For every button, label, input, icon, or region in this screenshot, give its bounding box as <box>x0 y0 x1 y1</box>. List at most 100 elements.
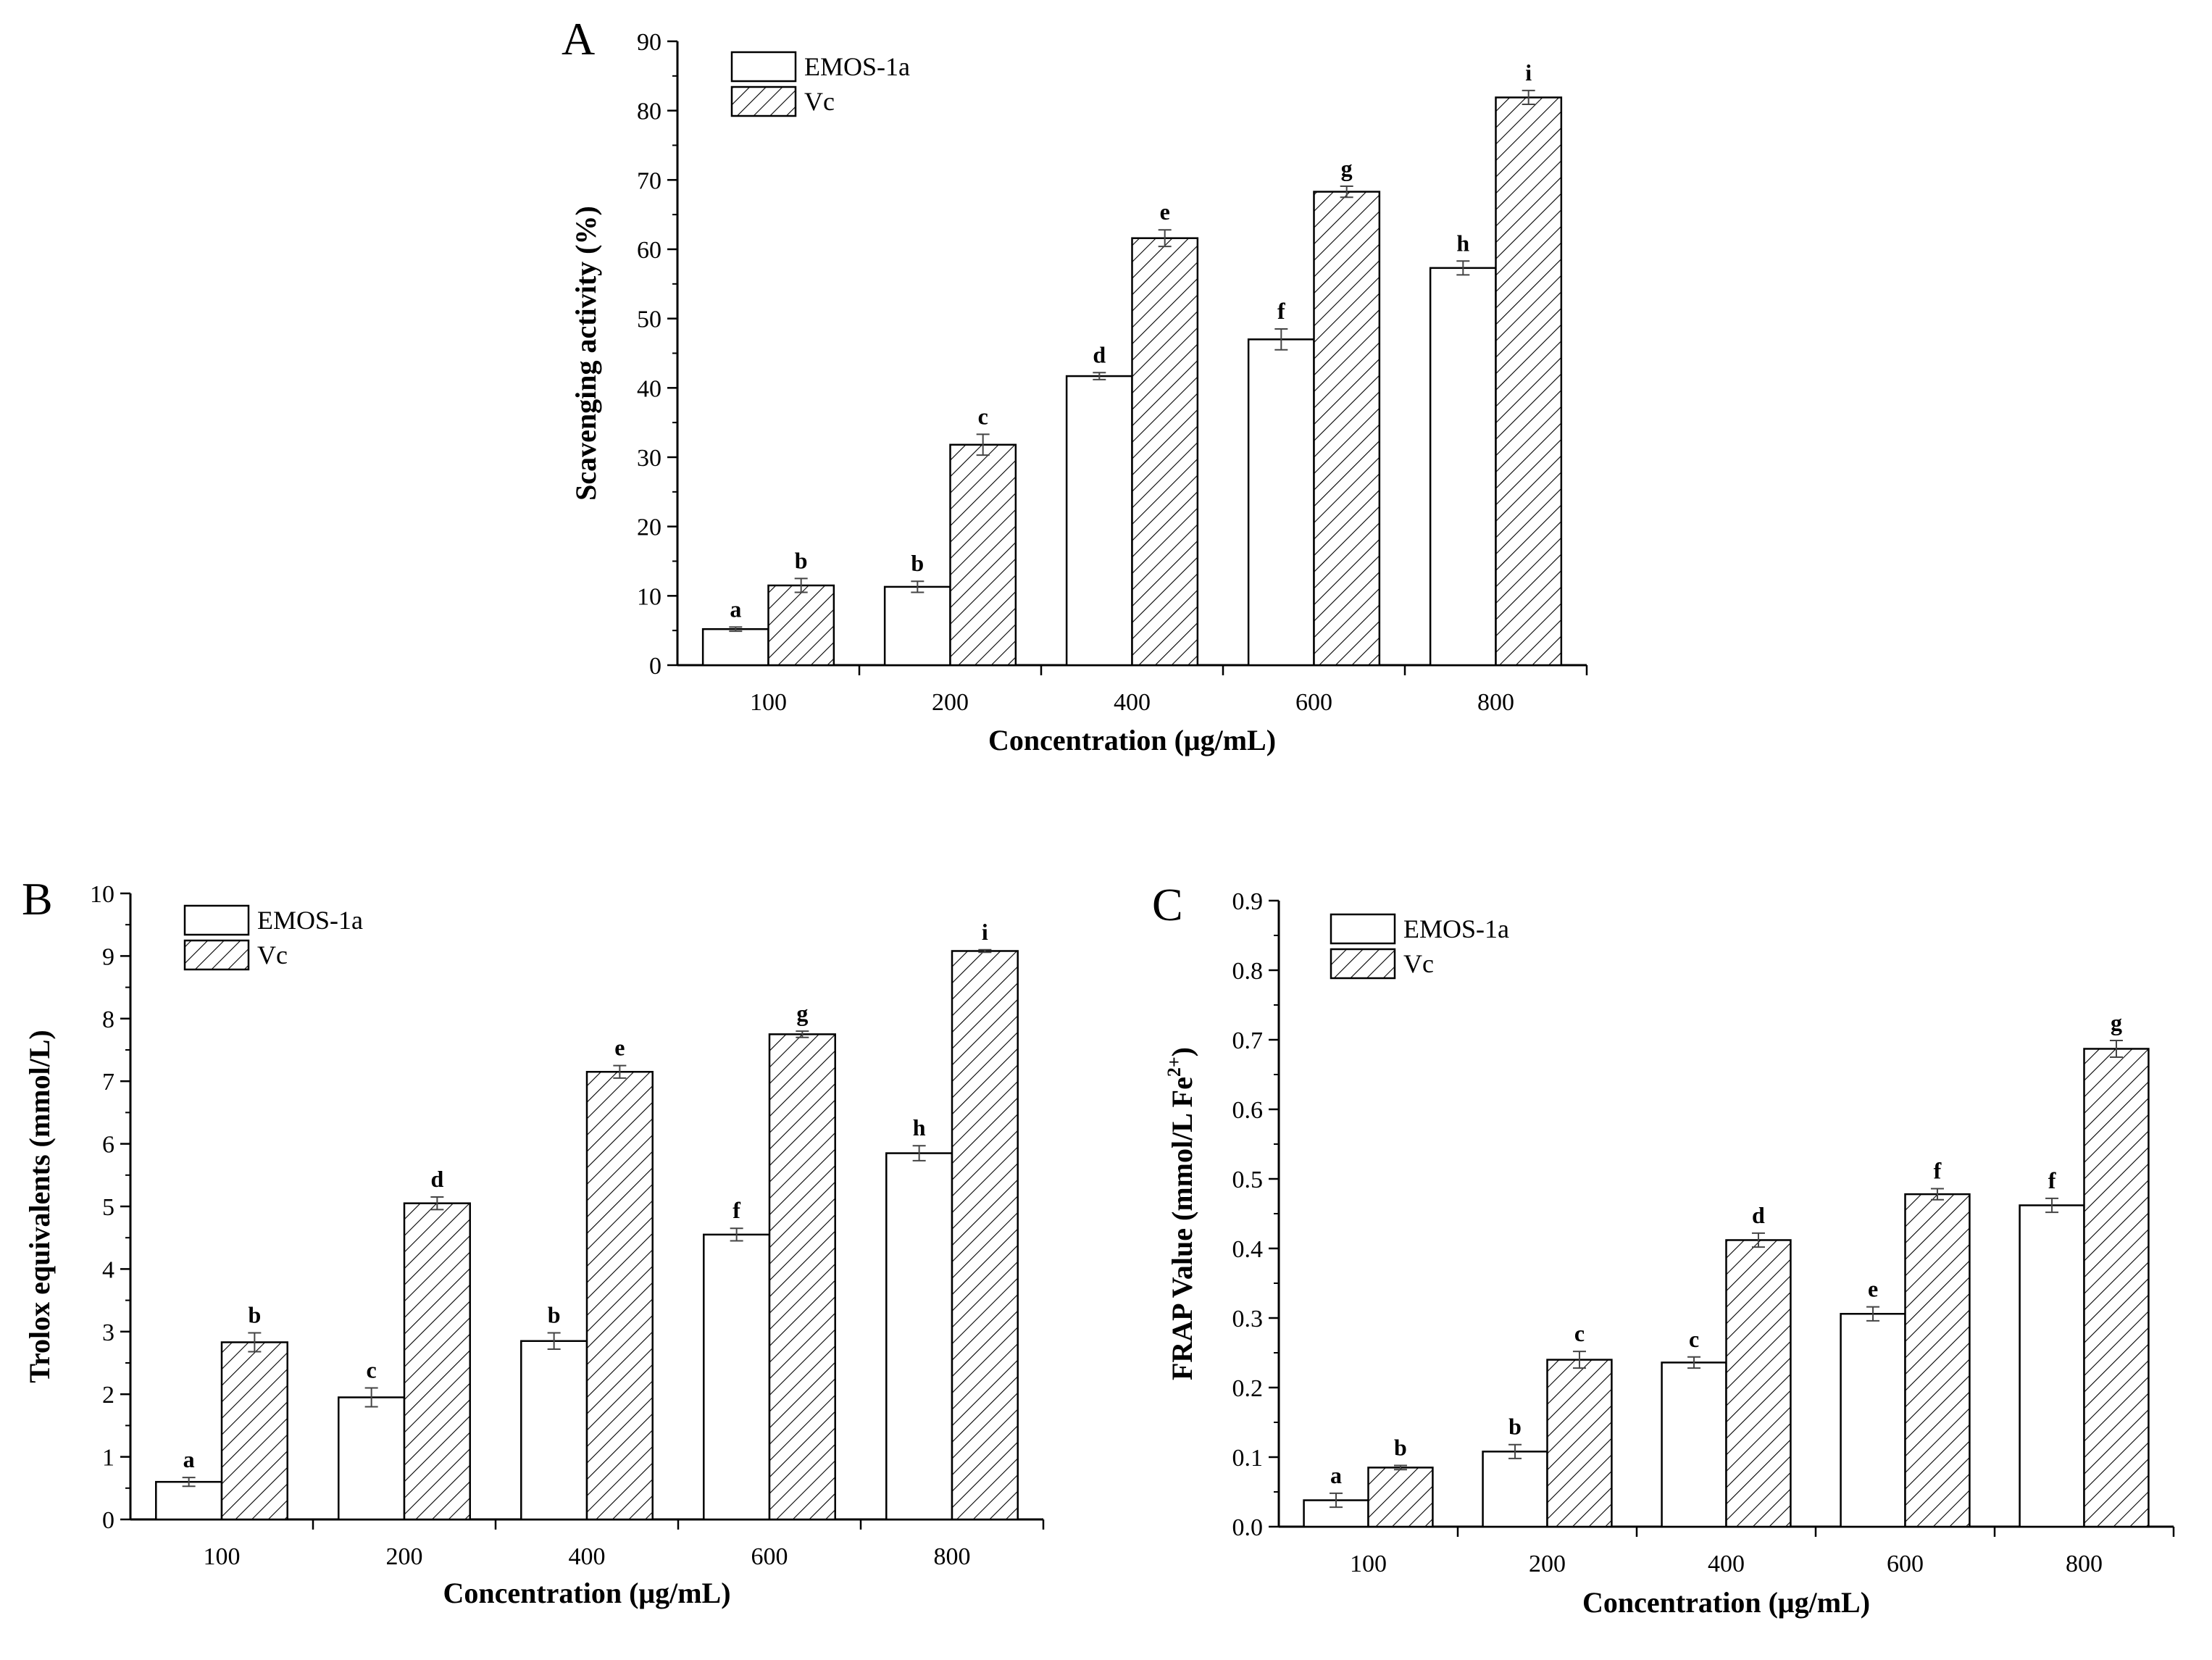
y-tick-label: 0.4 <box>1232 1236 1264 1263</box>
y-tick-label: 0.1 <box>1232 1445 1264 1472</box>
y-tick-label: 0.3 <box>1232 1306 1264 1332</box>
y-tick-label: 9 <box>102 943 114 970</box>
significance-letter: f <box>1934 1157 1942 1183</box>
significance-letter: e <box>1160 199 1170 225</box>
significance-letter: d <box>1093 341 1106 367</box>
panel-letter: A <box>562 13 595 64</box>
significance-letter: b <box>248 1302 261 1328</box>
legend-label: Vc <box>804 87 835 116</box>
significance-letter: f <box>733 1197 740 1223</box>
significance-letter: c <box>978 403 988 429</box>
legend-swatch-emos-1a <box>183 904 250 936</box>
significance-letter: a <box>730 596 741 622</box>
bar-vc <box>1904 1193 1971 1528</box>
bar-vc <box>1131 237 1199 667</box>
significance-letter: e <box>1868 1276 1878 1302</box>
legend-swatch-emos-1a <box>730 51 797 83</box>
bar-vc <box>1367 1467 1434 1528</box>
legend-label: EMOS-1a <box>1403 914 1509 943</box>
y-tick-label: 70 <box>637 167 661 194</box>
legend-label: EMOS-1a <box>804 52 910 81</box>
bar-emos-1a <box>1247 338 1315 667</box>
bar-emos-1a <box>1661 1361 1727 1528</box>
bar-vc <box>1495 96 1563 667</box>
x-tick-label: 800 <box>934 1543 971 1570</box>
y-tick-label: 7 <box>102 1069 114 1096</box>
y-tick-label: 8 <box>102 1006 114 1033</box>
bar-emos-1a <box>1429 267 1497 667</box>
y-tick-label: 90 <box>637 29 661 56</box>
x-tick-label: 100 <box>204 1543 241 1570</box>
bar-emos-1a <box>338 1396 406 1521</box>
significance-letter: d <box>430 1166 443 1192</box>
chart-panel-a: 0 10 20 30 40 50 60 70 80 90 100 a b 200 b c 400 d e 600 f g 8… <box>562 13 1588 756</box>
significance-letter: a <box>1330 1462 1342 1488</box>
significance-letter: c <box>1689 1326 1699 1352</box>
x-tick-label: 600 <box>751 1543 788 1570</box>
bar-emos-1a <box>1065 375 1133 667</box>
y-tick-label: 6 <box>102 1132 114 1159</box>
x-tick-label: 100 <box>1350 1551 1387 1577</box>
y-tick-label: 0 <box>649 653 661 680</box>
x-tick-label: 400 <box>1114 689 1151 716</box>
y-tick-label: 0.6 <box>1232 1097 1264 1124</box>
significance-letter: c <box>367 1357 377 1383</box>
legend-swatch-vc <box>1330 948 1396 980</box>
x-tick-label: 800 <box>2066 1551 2103 1577</box>
significance-letter: g <box>2111 1009 2122 1035</box>
y-tick-label: 0 <box>102 1507 114 1534</box>
significance-letter: h <box>913 1114 926 1140</box>
significance-letter: i <box>982 919 988 945</box>
y-tick-label: 20 <box>637 514 661 541</box>
significance-letter: h <box>1456 230 1469 256</box>
significance-letter: b <box>911 550 924 576</box>
y-tick-label: 0.8 <box>1232 958 1264 985</box>
y-axis-title: Trolox equivalents (mmol/L) <box>23 1030 56 1382</box>
y-tick-label: 1 <box>102 1445 114 1472</box>
chart-panel-c: 0.0 0.1 0.2 0.3 0.4 0.5 0.6 0.7 0.8 0.9 100 a b 200 b c… <box>1152 879 2175 1619</box>
bar-vc <box>1546 1359 1613 1528</box>
x-tick-label: 600 <box>1295 689 1332 716</box>
bar-vc <box>767 584 835 667</box>
bar-vc <box>220 1341 288 1521</box>
bar-emos-1a <box>883 585 951 667</box>
significance-letter: f <box>2048 1167 2056 1193</box>
bar-emos-1a <box>520 1340 588 1521</box>
bar-vc <box>585 1070 654 1521</box>
y-tick-label: 0.5 <box>1232 1167 1264 1193</box>
y-tick-label: 60 <box>637 237 661 264</box>
bar-vc <box>949 443 1017 667</box>
y-tick-label: 0.2 <box>1232 1375 1264 1402</box>
bar-emos-1a <box>1482 1451 1548 1528</box>
legend-swatch-vc <box>730 85 797 117</box>
legend-swatch-emos-1a <box>1330 913 1396 945</box>
significance-letter: g <box>1341 155 1353 181</box>
bar-emos-1a <box>701 628 769 667</box>
legend-label: EMOS-1a <box>257 906 363 935</box>
bar-emos-1a <box>155 1480 223 1521</box>
legend-swatch-vc <box>183 939 250 971</box>
significance-letter: i <box>1525 59 1532 85</box>
significance-letter: e <box>614 1035 625 1061</box>
y-axis-title: FRAP Value (mmol/L Fe2+) <box>1164 1047 1198 1380</box>
y-tick-label: 0.9 <box>1232 888 1264 915</box>
bar-emos-1a <box>1840 1312 1906 1528</box>
panel-letter: B <box>22 873 53 925</box>
significance-letter: d <box>1752 1202 1765 1228</box>
y-tick-label: 0.0 <box>1232 1514 1264 1541</box>
x-tick-label: 200 <box>1529 1551 1566 1577</box>
x-tick-label: 400 <box>1708 1551 1745 1577</box>
x-tick-label: 200 <box>386 1543 423 1570</box>
significance-letter: b <box>1394 1435 1407 1461</box>
y-tick-label: 10 <box>90 881 114 908</box>
y-tick-label: 0.7 <box>1232 1027 1264 1054</box>
y-tick-label: 3 <box>102 1319 114 1346</box>
significance-letter: b <box>1508 1414 1522 1440</box>
x-tick-label: 600 <box>1887 1551 1924 1577</box>
y-tick-label: 10 <box>637 583 661 610</box>
legend-label: Vc <box>1403 949 1434 978</box>
x-axis-title: Concentration (μg/mL) <box>443 1577 730 1609</box>
y-tick-label: 5 <box>102 1194 114 1221</box>
y-tick-label: 50 <box>637 306 661 333</box>
